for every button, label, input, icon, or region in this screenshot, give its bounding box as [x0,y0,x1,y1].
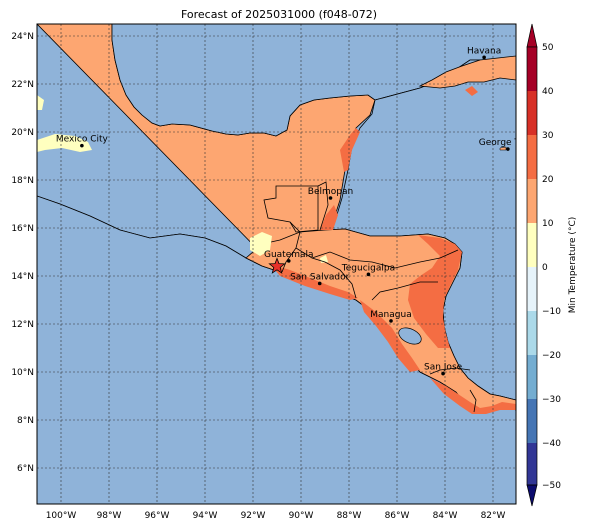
colorbar-band-0-10 [527,223,537,267]
city-label: Tegucigalpa [341,263,395,273]
colorbar-tick: −10 [542,307,561,317]
colorbar-tick: 10 [542,219,554,229]
gridlines [37,24,516,504]
colorbar-tick: 40 [542,87,554,97]
city-dot [317,281,322,286]
colorbar: 50 40 30 20 10 0 −10 −20 −30 −40 −50 Min… [526,23,578,507]
band-0-10-guatemala [250,232,272,256]
colorbar-tick: 20 [542,175,554,185]
lat-tick-labels: 24°N 22°N 20°N 18°N 16°N 14°N 12°N 10°N … [11,32,34,474]
map-panel: 24°N 22°N 20°N 18°N 16°N 14°N 12°N 10°N … [11,23,537,521]
city-markers: Mexico City Havana George Town Belmopan Guat… [56,46,537,376]
band-20-30-pacific-guatemala [270,264,358,300]
colorbar-band-m20-m10 [527,311,537,355]
lon-tick-labels: 100°W 98°W 96°W 94°W 92°W 90°W 88°W 86°W… [46,511,506,521]
colorbar-band-m30-m20 [527,355,537,399]
lat-tick: 8°N [17,416,34,426]
lon-tick: 82°W [481,511,506,521]
city-dot [389,319,393,323]
lon-tick: 94°W [193,511,218,521]
band-20-30-yucatan-coast [340,128,360,172]
lon-tick: 96°W [145,511,170,521]
colorbar-band-m50-m40 [527,443,537,485]
band-20-30-costa-rica [430,378,516,414]
lon-tick: 86°W [385,511,410,521]
colorbar-band-40-50 [527,47,537,91]
colorbar-band-30-40 [527,91,537,135]
lon-tick: 84°W [433,511,458,521]
colorbar-band-m40-m30 [527,399,537,443]
lat-tick: 20°N [11,128,34,138]
colorbar-tick: −30 [542,395,561,405]
chart-title: Forecast of 2025031000 (f048-072) [181,8,377,21]
city-label: Managua [370,310,411,320]
star-marker-layer [268,257,286,274]
star-icon [268,257,286,274]
city-label: Belmopan [308,187,353,197]
cuba [418,55,516,89]
lat-tick: 14°N [11,272,34,282]
city-label: San Salvador [290,272,350,282]
city-label: George Town [479,138,537,148]
lat-tick: 10°N [11,368,34,378]
lat-tick: 6°N [17,464,34,474]
band-20-30-cuba-island [465,86,478,96]
colorbar-top-arrow [526,23,538,48]
colorbar-tick: 0 [542,263,548,273]
lon-tick: 88°W [337,511,362,521]
colorbar-tick: −50 [542,481,561,491]
city-label: San Jose [424,363,463,373]
cayman-islands [499,146,507,151]
colorbar-tick: 30 [542,131,554,141]
band-20-30-belize [320,205,338,230]
lat-tick: 24°N [11,32,34,42]
band-0-10-central-mexico [37,134,92,152]
colorbar-frame [526,46,538,486]
band-0-10-mexico-north [37,95,44,110]
country-borders [263,181,477,413]
colorbar-band-20-30 [527,135,537,179]
city-label: Mexico City [56,135,109,145]
colorbar-tick: 50 [542,43,554,53]
colorbar-tick: −40 [542,439,561,449]
lat-tick: 18°N [11,176,34,186]
colorbar-bottom-arrow [526,484,538,507]
lon-tick: 98°W [97,511,122,521]
lon-tick: 100°W [46,511,77,521]
city-label: Guatemala [264,250,314,260]
colorbar-label: Min Temperature (°C) [568,217,578,314]
colorbar-band-m10-0 [527,267,537,311]
lat-tick: 22°N [11,80,34,90]
band-20-30-nicaragua-pacific [360,300,420,372]
colorbar-band-10-20 [527,179,537,223]
lat-tick: 12°N [11,320,34,330]
city-dot [286,259,291,263]
lat-tick: 16°N [11,224,34,234]
city-dot [482,55,486,60]
city-dot [366,272,371,277]
city-dot [506,147,510,151]
lon-tick: 92°W [241,511,266,521]
lake-nicaragua [398,327,422,345]
city-dot [80,143,84,148]
lon-tick: 90°W [289,511,314,521]
map-frame [36,23,517,505]
colorbar-ticks: 50 40 30 20 10 0 −10 −20 −30 −40 −50 [542,43,561,491]
band-20-30-nicaragua [408,235,462,348]
colorbar-tick: −20 [542,351,561,361]
city-label: Havana [467,46,501,56]
city-dot [441,371,445,376]
city-dot [328,196,333,200]
